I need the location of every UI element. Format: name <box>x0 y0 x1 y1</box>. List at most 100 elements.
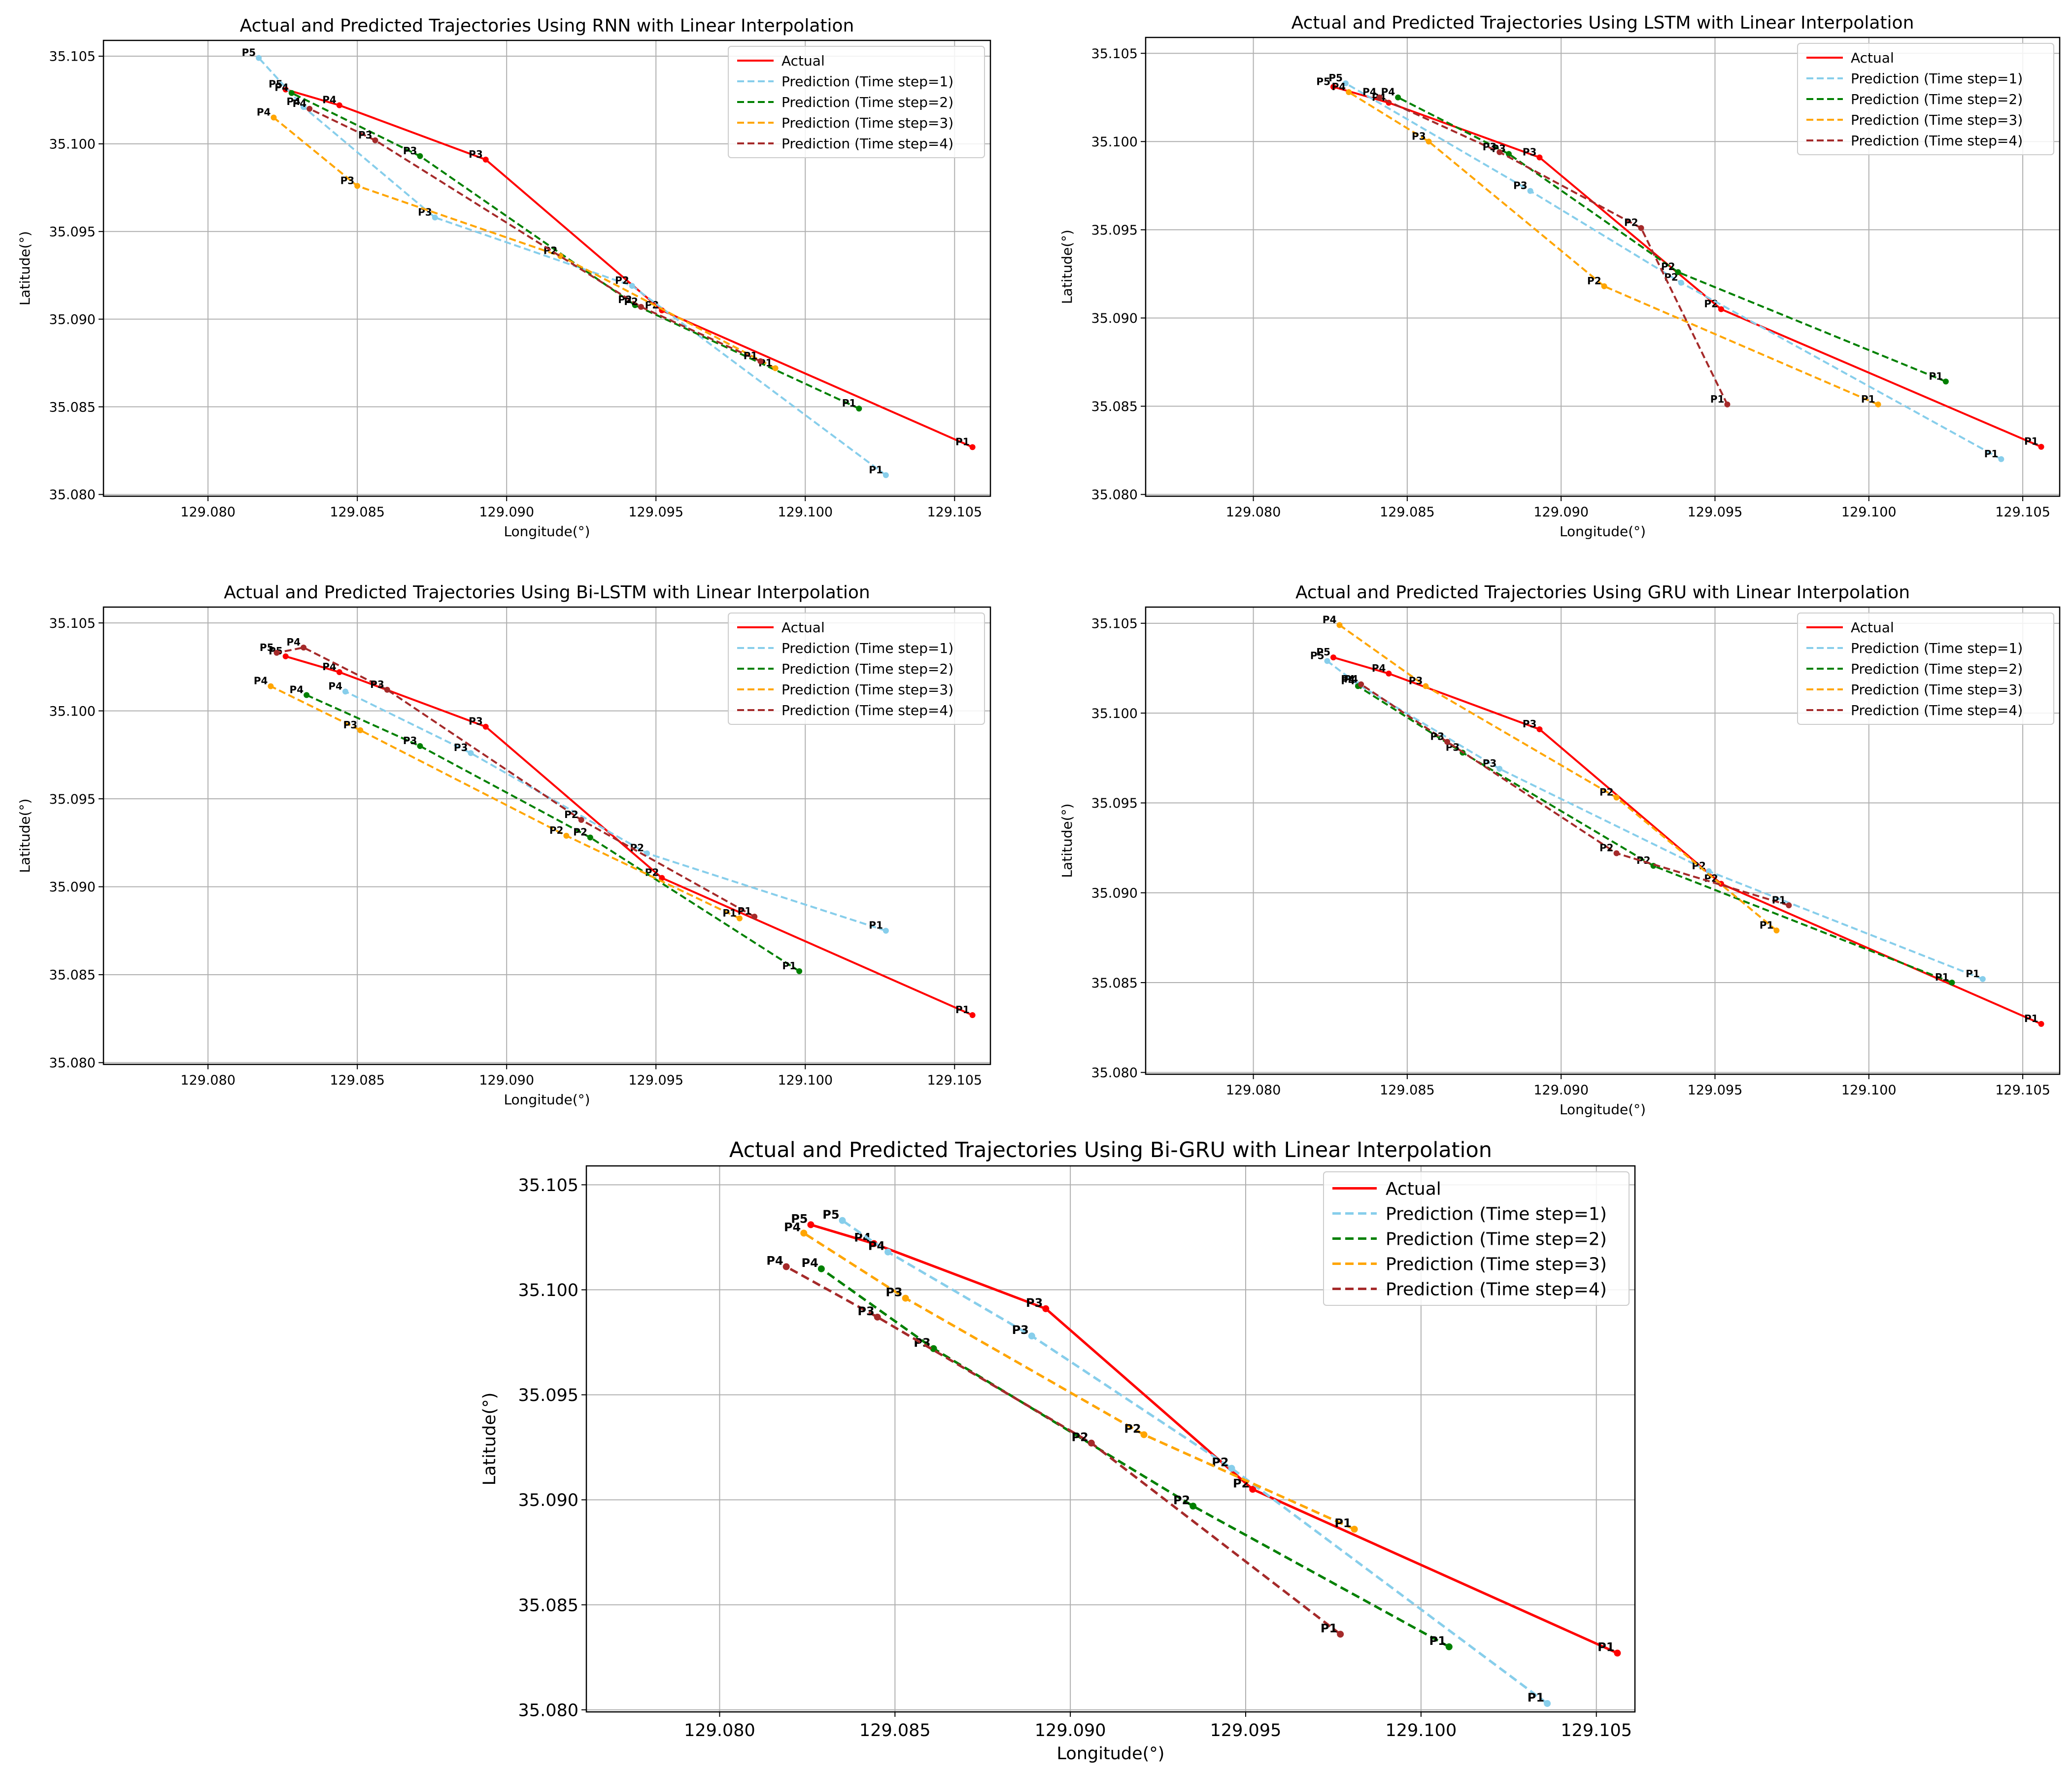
x-tick-label: 129.080 <box>1226 1083 1281 1098</box>
data-point <box>306 105 313 112</box>
point-label: P5 <box>242 47 256 59</box>
x-tick-label: 129.090 <box>479 1073 534 1088</box>
point-label: P3 <box>1412 130 1426 142</box>
chart-title: Actual and Predicted Trajectories Using … <box>1295 582 1910 603</box>
legend-label: Prediction (Time step=2) <box>1851 661 2023 677</box>
point-label: P1 <box>955 1004 970 1016</box>
point-label: P3 <box>343 719 358 731</box>
data-point <box>736 915 743 921</box>
point-label: P2 <box>573 826 587 838</box>
data-point <box>1444 739 1451 745</box>
data-point <box>757 358 764 365</box>
point-label: P1 <box>2024 1013 2038 1024</box>
x-tick-label: 129.090 <box>479 505 534 520</box>
series-prediction-ts3: P1 P2 P3 P4 <box>254 675 743 921</box>
series-line <box>306 694 800 972</box>
legend-label: Prediction (Time step=2) <box>1386 1229 1607 1249</box>
data-point <box>800 1229 808 1237</box>
legend-label: Prediction (Time step=1) <box>781 640 953 656</box>
data-point <box>1979 976 1986 982</box>
legend-label: Actual <box>1386 1179 1441 1199</box>
legend-label: Prediction (Time step=2) <box>781 94 953 110</box>
chart-panel-2: 129.080 129.085 129.090 129.095 129.100 129.1… <box>1059 13 2061 540</box>
y-tick-label: 35.080 <box>518 1701 578 1720</box>
legend-box <box>1323 1171 1630 1306</box>
series-line <box>1360 683 1789 907</box>
data-point <box>357 727 364 733</box>
data-point <box>930 1345 937 1352</box>
x-tick-label: 129.080 <box>684 1721 755 1740</box>
point-label: P1 <box>1772 894 1786 906</box>
y-tick-label: 35.080 <box>49 487 96 503</box>
point-label: P2 <box>549 824 564 836</box>
y-axis-label: Latitude(°) <box>480 1393 500 1486</box>
point-label: P4 <box>293 98 307 109</box>
y-tick-label: 35.085 <box>49 968 96 983</box>
y-tick-label: 35.095 <box>49 225 96 240</box>
data-point <box>301 645 307 651</box>
x-tick-label: 129.085 <box>859 1721 931 1740</box>
point-label: P1 <box>744 350 758 362</box>
point-label: P3 <box>418 206 432 218</box>
legend-label: Actual <box>1851 619 1894 636</box>
x-tick-label: 129.100 <box>1385 1721 1457 1740</box>
series-prediction-ts1: P1 P2 P3 P4 P5 <box>1310 649 1986 982</box>
point-label: P5 <box>822 1208 839 1222</box>
legend-label: Prediction (Time step=3) <box>781 115 953 131</box>
data-point <box>384 686 390 693</box>
x-tick-label: 129.080 <box>180 1073 236 1088</box>
point-label: P4 <box>868 1239 885 1253</box>
point-label: P1 <box>869 464 883 476</box>
data-point <box>1087 1439 1095 1447</box>
x-tick-label: 129.100 <box>778 505 833 520</box>
series-line <box>803 1232 1355 1531</box>
series-line <box>345 690 886 932</box>
point-label: P4 <box>766 1254 783 1268</box>
data-point <box>1506 151 1512 157</box>
data-point <box>1342 80 1349 87</box>
point-label: P3 <box>469 148 483 160</box>
point-label: P2 <box>1072 1431 1088 1444</box>
point-label: P5 <box>269 78 283 90</box>
y-tick-label: 35.095 <box>49 792 96 807</box>
data-point <box>902 1295 909 1302</box>
data-point <box>271 114 277 121</box>
point-label: P1 <box>1321 1621 1337 1635</box>
grid: 129.080 129.085 129.090 129.095 129.100 129.1… <box>1091 37 2060 520</box>
axes-frame <box>1145 606 2061 1075</box>
data-point <box>1724 401 1731 408</box>
y-tick-label: 35.090 <box>518 1491 578 1510</box>
point-label: P1 <box>738 905 752 917</box>
y-axis-label: Latitude(°) <box>17 798 33 873</box>
x-tick-label: 129.095 <box>628 1073 683 1088</box>
legend-label: Prediction (Time step=2) <box>781 661 953 677</box>
x-tick-label: 129.085 <box>1380 505 1435 520</box>
axes-frame <box>102 606 991 1065</box>
x-tick-label: 129.095 <box>1688 1083 1743 1098</box>
data-point <box>1395 94 1401 101</box>
legend-label: Actual <box>781 53 825 69</box>
data-point <box>1601 283 1607 289</box>
data-point <box>372 137 378 143</box>
point-label: P5 <box>1310 649 1325 661</box>
data-point <box>1189 1502 1197 1510</box>
x-tick-label: 129.100 <box>1841 1083 1897 1098</box>
y-tick-label: 35.090 <box>49 312 96 327</box>
chart-panel-1: 129.080 129.085 129.090 129.095 129.100 129.1… <box>17 16 991 540</box>
point-label: P4 <box>257 106 271 118</box>
data-point <box>659 875 665 881</box>
data-point <box>1376 94 1383 101</box>
x-axis-label: Longitude(°) <box>1560 523 1646 540</box>
data-point <box>282 86 289 93</box>
legend-label: Prediction (Time step=4) <box>781 702 953 718</box>
data-point <box>856 406 862 412</box>
data-point <box>1324 658 1330 664</box>
data-point <box>288 90 295 96</box>
x-tick-label: 129.080 <box>180 505 236 520</box>
legend-label: Prediction (Time step=1) <box>1851 70 2023 87</box>
data-point <box>417 153 423 159</box>
point-label: P4 <box>1323 614 1337 625</box>
legend-box <box>728 46 985 158</box>
data-point <box>1675 269 1681 275</box>
